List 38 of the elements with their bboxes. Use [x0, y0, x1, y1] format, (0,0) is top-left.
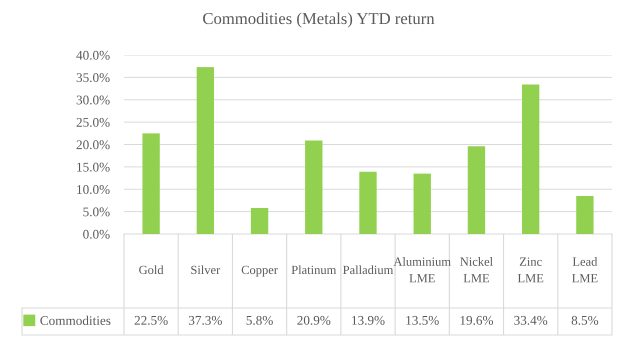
x-tick-label: Aluminium LME	[394, 257, 451, 282]
x-tick-label: Lead LME	[572, 257, 598, 282]
data-label: 13.9%	[352, 316, 385, 325]
y-tick-label: 5.0%	[83, 207, 110, 216]
bar	[522, 84, 540, 234]
bar	[359, 172, 377, 234]
x-tick-label: Silver	[191, 265, 220, 274]
x-tick-label: Platinum	[292, 265, 336, 274]
bar	[414, 174, 431, 234]
y-tick-label: 15.0%	[77, 162, 110, 172]
legend-label: Commodities	[40, 316, 110, 326]
y-tick-label: 0.0%	[83, 230, 110, 239]
x-tick-label: Gold	[139, 265, 164, 274]
data-label: 20.9%	[297, 316, 330, 325]
x-tick-label: Nickel LME	[460, 257, 493, 282]
bar	[576, 196, 594, 234]
data-label: 13.5%	[406, 316, 439, 325]
data-label: 8.5%	[572, 316, 598, 325]
y-tick-label: 30.0%	[76, 96, 110, 105]
bar	[468, 146, 486, 234]
chart-title: Commodities (Metals) YTD return	[203, 12, 434, 28]
x-tick-label: Zinc LME	[518, 257, 544, 282]
data-label: 33.4%	[514, 316, 548, 325]
bar	[250, 208, 268, 234]
bar	[305, 140, 322, 234]
y-tick-label: 40.0%	[76, 50, 110, 60]
y-tick-label: 10.0%	[77, 185, 110, 194]
y-tick-label: 35.0%	[76, 73, 110, 82]
data-label: 19.6%	[460, 316, 494, 325]
x-tick-label: Palladium	[343, 265, 394, 274]
bar	[142, 133, 160, 234]
y-tick-label: 25.0%	[76, 118, 110, 127]
data-label: 22.5%	[134, 316, 168, 325]
data-label: 5.8%	[246, 316, 273, 325]
x-tick-label: Copper	[242, 266, 278, 277]
bar	[196, 67, 214, 234]
data-label: 37.3%	[188, 316, 222, 325]
y-tick-label: 20.0%	[76, 140, 110, 150]
